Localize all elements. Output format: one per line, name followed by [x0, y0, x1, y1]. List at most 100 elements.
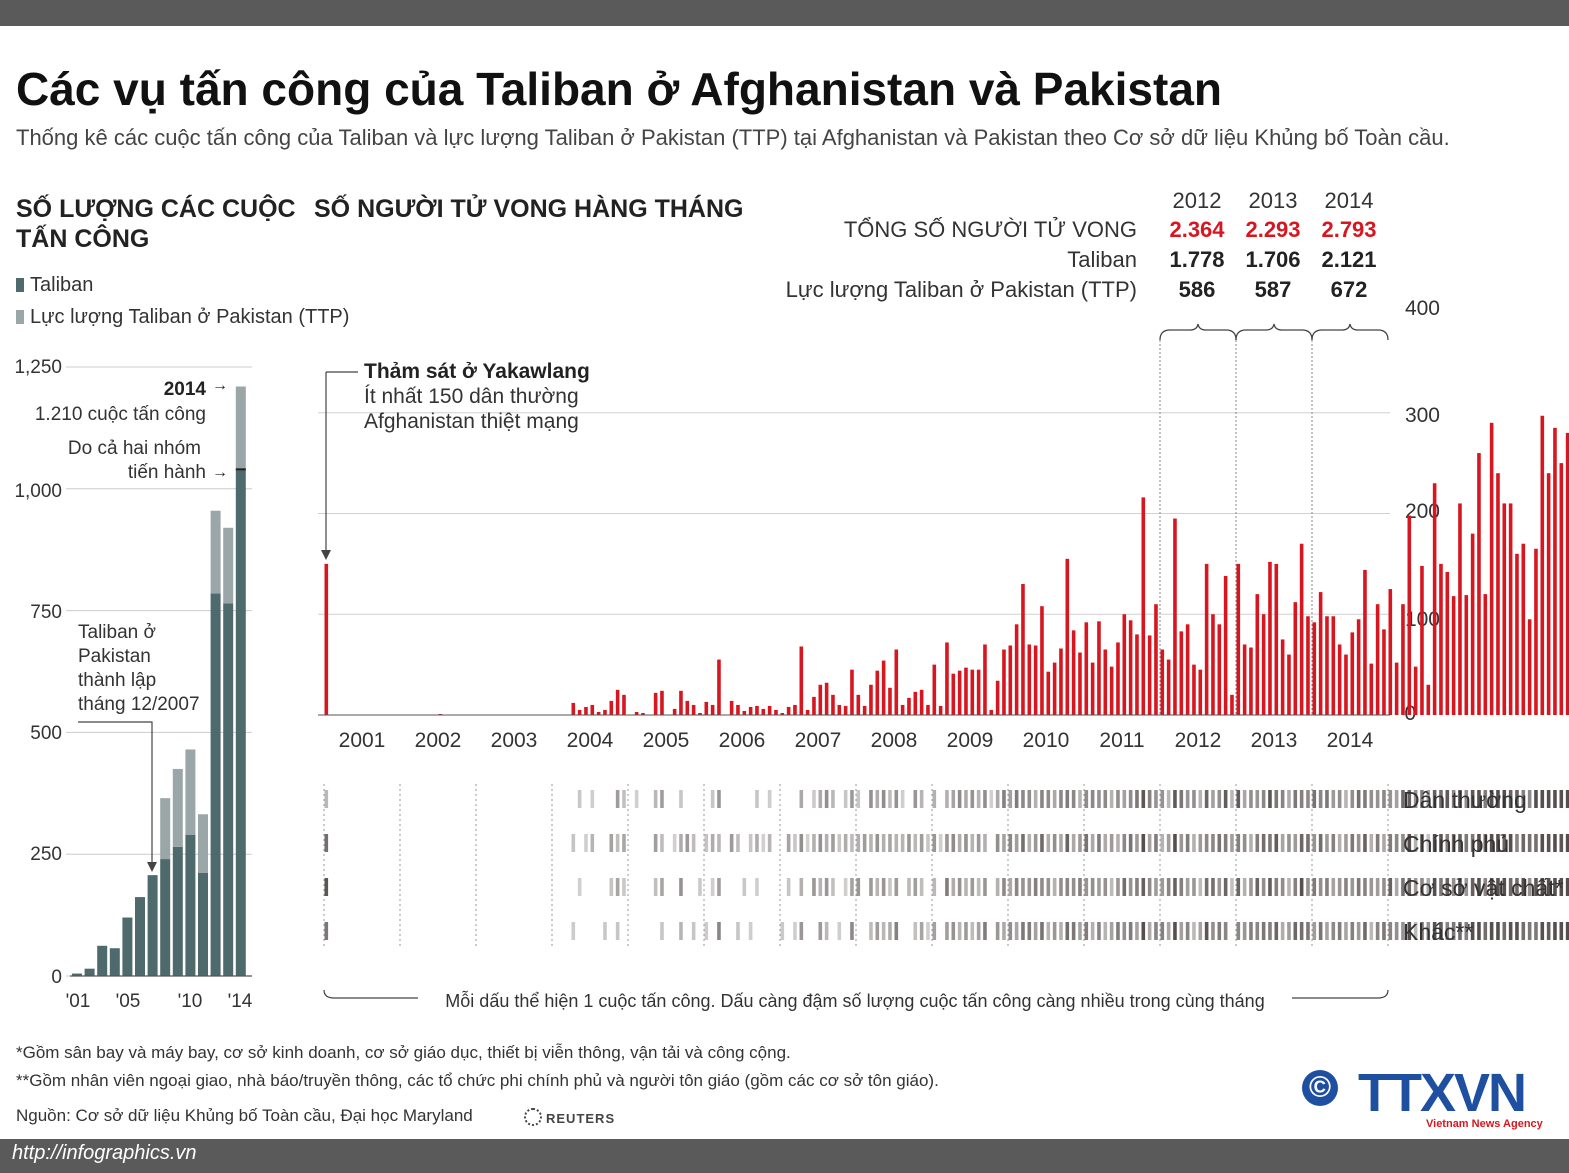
deaths-bar: [1097, 621, 1101, 715]
site-url[interactable]: http://infographics.vn: [12, 1142, 197, 1164]
strip-mark: [786, 834, 791, 852]
strip-mark: [856, 834, 861, 852]
caption-bracket: [1292, 989, 1389, 999]
strip-mark: [742, 878, 747, 896]
attacks-bar-taliban: [223, 603, 234, 976]
deaths-bar: [1179, 631, 1184, 715]
strip-mark: [894, 834, 899, 852]
deaths-bar: [577, 709, 582, 715]
deaths-bar: [1008, 645, 1013, 715]
stats-label-total: TỔNG SỐ NGƯỜI TỬ VONG: [843, 217, 1137, 242]
strip-mark: [888, 834, 892, 852]
strip-mark: [1173, 878, 1177, 896]
deaths-bar: [1280, 639, 1285, 715]
deaths-bar: [818, 684, 823, 715]
strip-mark: [831, 790, 835, 808]
strip-mark: [1331, 834, 1336, 852]
annotation-ttp-founded: Pakistan: [78, 646, 151, 667]
strip-mark: [1293, 922, 1298, 940]
strip-mark: [1116, 878, 1120, 896]
strip-mark: [1432, 922, 1437, 940]
strip-mark: [660, 878, 664, 896]
deaths-bar: [641, 712, 645, 715]
deaths-bar: [1306, 616, 1310, 715]
x-tick-label: 2014: [1327, 729, 1374, 752]
deaths-bar: [926, 704, 930, 715]
strip-mark: [1502, 834, 1507, 852]
strip-mark: [812, 834, 816, 852]
strip-mark: [634, 790, 639, 808]
deaths-bar: [995, 680, 1000, 715]
strip-mark: [913, 790, 918, 808]
strip-mark: [1331, 790, 1336, 808]
deaths-bar: [1318, 592, 1323, 715]
strip-mark: [1483, 878, 1488, 896]
stats-value: 587: [1254, 277, 1292, 302]
strip-mark: [653, 834, 658, 852]
strip-mark: [1540, 878, 1545, 896]
deaths-bar: [780, 712, 785, 715]
strip-mark: [1033, 790, 1038, 808]
strip-mark: [1103, 878, 1108, 896]
attacks-bar-taliban: [160, 859, 171, 976]
strip-mark: [1306, 834, 1310, 852]
deaths-bar: [869, 684, 873, 715]
strip-mark: [615, 790, 620, 808]
attacks-chart: 1,250 1,000 750 500 250 0 '01 '05 '10 '1…: [14, 357, 252, 1012]
deaths-bar: [1312, 622, 1317, 715]
deaths-bar: [729, 700, 734, 715]
strip-mark: [1432, 790, 1437, 808]
deaths-bar: [590, 704, 595, 715]
strip-mark: [1255, 790, 1260, 808]
deaths-bar: [438, 713, 443, 715]
deaths-bar: [1084, 622, 1089, 715]
strip-mark: [945, 922, 949, 940]
attacks-bar-taliban: [198, 872, 208, 976]
strip-mark: [755, 790, 759, 808]
strip-mark: [983, 878, 987, 896]
strip-mark: [799, 878, 804, 896]
strip-mark: [1299, 922, 1304, 940]
strip-mark: [1388, 878, 1393, 896]
attacks-bar-ttp: [223, 527, 234, 604]
strip-mark: [1287, 790, 1291, 808]
strip-mark: [1008, 790, 1013, 808]
strip-mark: [1489, 878, 1494, 896]
strip-mark: [1052, 922, 1057, 940]
strip-mark: [1249, 834, 1253, 852]
y-tick-label: 400: [1405, 297, 1440, 320]
brace-2012: [1159, 323, 1237, 341]
deaths-bar: [1470, 533, 1475, 715]
strip-mark: [1090, 834, 1095, 852]
strip-mark: [1065, 834, 1070, 852]
strip-mark: [1559, 790, 1564, 808]
strip-mark: [1274, 922, 1279, 940]
x-tick-label: 2005: [643, 729, 690, 752]
deaths-bar: [989, 709, 994, 715]
strip-mark: [1420, 834, 1424, 852]
strip-mark: [881, 790, 886, 808]
strip-mark: [660, 922, 664, 940]
deaths-bar: [1388, 589, 1393, 715]
strip-mark: [1426, 790, 1431, 808]
strip-mark: [1021, 790, 1025, 808]
deaths-bar: [1160, 649, 1165, 715]
agency-name: TTXVN: [1358, 1063, 1527, 1123]
strip-mark: [1312, 834, 1317, 852]
deaths-bar: [843, 705, 848, 715]
strip-mark: [1515, 922, 1519, 940]
strip-mark: [1534, 790, 1538, 808]
strip-mark: [812, 878, 816, 896]
deaths-bar: [609, 700, 614, 715]
strip-mark: [1280, 834, 1285, 852]
deaths-bar: [1027, 644, 1032, 715]
strip-mark: [1052, 790, 1057, 808]
strip-mark: [1407, 790, 1412, 808]
strip-mark: [1407, 922, 1412, 940]
strip-mark: [1363, 790, 1367, 808]
strip-mark: [1325, 878, 1329, 896]
arrow-right-icon: →: [212, 464, 228, 481]
strip-mark: [1350, 922, 1355, 940]
ttp-swatch: [16, 310, 24, 324]
